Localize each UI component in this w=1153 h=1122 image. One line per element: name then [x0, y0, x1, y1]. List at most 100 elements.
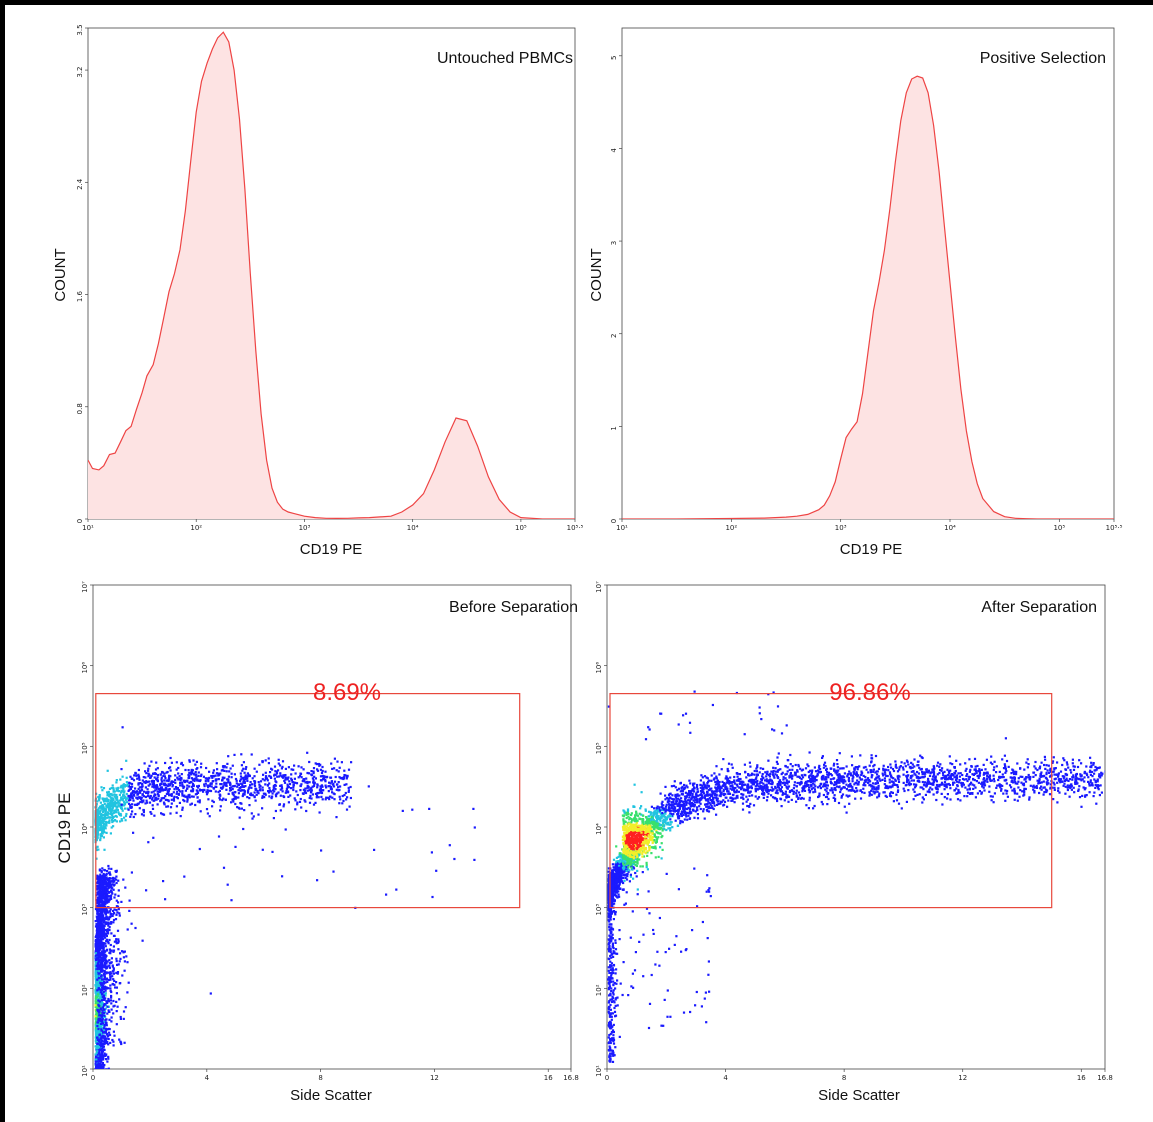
event-dot — [146, 802, 148, 804]
event-dot — [106, 1061, 108, 1063]
event-dot — [322, 770, 324, 772]
event-dot — [313, 767, 315, 769]
event-dot — [199, 801, 201, 803]
chart-title: Positive Selection — [980, 50, 1106, 67]
event-dot — [128, 782, 130, 784]
event-dot — [336, 784, 338, 786]
event-dot — [103, 814, 105, 816]
event-dot — [193, 796, 195, 798]
event-dot — [218, 778, 220, 780]
event-dot — [104, 987, 106, 989]
event-dot — [109, 807, 111, 809]
event-dot — [96, 1021, 98, 1023]
event-dot — [126, 777, 128, 779]
density-dots — [607, 691, 1107, 1064]
event-dot — [110, 944, 112, 946]
event-dot — [699, 784, 701, 786]
event-dot — [994, 761, 996, 763]
event-dot — [103, 947, 105, 949]
event-dot — [670, 797, 672, 799]
event-dot — [1081, 795, 1083, 797]
event-dot — [112, 970, 114, 972]
event-dot — [129, 816, 131, 818]
event-dot — [171, 793, 173, 795]
event-dot — [98, 1046, 100, 1048]
event-dot — [181, 782, 183, 784]
event-dot — [876, 773, 878, 775]
event-dot — [321, 772, 323, 774]
event-dot — [188, 769, 190, 771]
event-dot — [922, 796, 924, 798]
event-dot — [166, 772, 168, 774]
event-dot — [273, 790, 275, 792]
event-dot — [191, 790, 193, 792]
event-dot — [324, 771, 326, 773]
event-dot — [174, 774, 176, 776]
event-dot — [110, 811, 112, 813]
event-dot — [146, 800, 148, 802]
y-tick-label: 3.5 — [76, 24, 84, 35]
event-dot — [1007, 796, 1009, 798]
event-dot — [964, 762, 966, 764]
event-dot — [138, 779, 140, 781]
event-dot — [105, 979, 107, 981]
event-dot — [613, 859, 615, 861]
event-dot — [129, 776, 131, 778]
event-dot — [102, 903, 104, 905]
event-dot — [866, 769, 868, 771]
event-dot — [333, 767, 335, 769]
event-dot — [101, 928, 103, 930]
event-dot — [232, 793, 234, 795]
event-dot — [101, 867, 103, 869]
event-dot — [248, 797, 250, 799]
event-dot — [1090, 779, 1092, 781]
event-dot — [140, 786, 142, 788]
event-dot — [141, 783, 143, 785]
event-dot — [216, 762, 218, 764]
event-dot — [198, 771, 200, 773]
event-dot — [264, 793, 266, 795]
event-dot — [107, 770, 109, 772]
event-dot — [106, 878, 108, 880]
event-dot — [176, 761, 178, 763]
event-dot — [144, 762, 146, 764]
event-dot — [664, 786, 666, 788]
y-tick-label: 10² — [81, 984, 89, 996]
event-dot — [250, 792, 252, 794]
event-dot — [106, 902, 108, 904]
event-dot — [118, 802, 120, 804]
event-dot — [168, 788, 170, 790]
event-dot — [206, 785, 208, 787]
event-dot — [97, 1028, 99, 1030]
event-dot — [1094, 787, 1096, 789]
event-dot — [234, 796, 236, 798]
event-dot — [181, 790, 183, 792]
event-dot — [338, 776, 340, 778]
event-dot — [292, 789, 294, 791]
panel-after-separation: 0 4 8 12 16 16.810¹10²10³10⁴10⁵10⁶10⁷ After S… — [595, 581, 1113, 1104]
event-dot — [129, 799, 131, 801]
event-dot — [247, 792, 249, 794]
event-dot — [200, 763, 202, 765]
event-dot — [104, 966, 106, 968]
event-dot — [103, 1027, 105, 1029]
event-dot — [824, 762, 826, 764]
event-dot — [180, 779, 182, 781]
event-dot — [935, 799, 937, 801]
event-dot — [247, 789, 249, 791]
panel-untouched-pbmcs: 10¹ 10² 10³ 10⁴ 10⁵ 10⁵·⁵00.81.62.43.23.5 Unt… — [52, 24, 584, 558]
event-dot — [154, 794, 156, 796]
event-dot — [113, 935, 115, 937]
event-dot — [211, 805, 213, 807]
event-dot — [929, 787, 931, 789]
event-dot — [155, 799, 157, 801]
event-dot — [102, 996, 104, 998]
event-dot — [279, 803, 281, 805]
event-dot — [188, 775, 190, 777]
event-dot — [108, 1068, 110, 1070]
event-dot — [239, 787, 241, 789]
event-dot — [334, 758, 336, 760]
event-dot — [98, 988, 100, 990]
event-dot — [295, 772, 297, 774]
event-dot — [113, 791, 115, 793]
